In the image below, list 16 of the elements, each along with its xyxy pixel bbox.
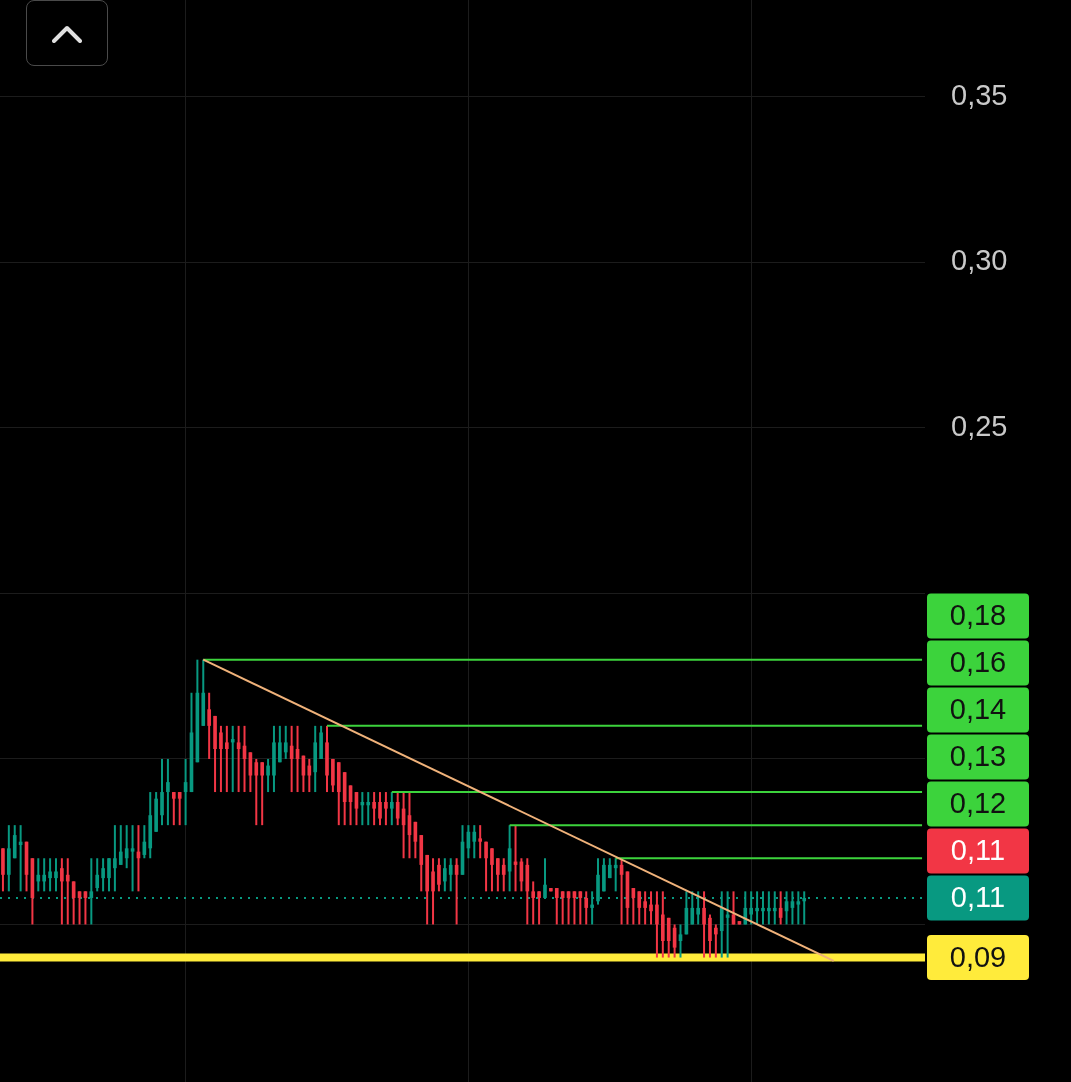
y-tick-label: 0,30 bbox=[951, 244, 1008, 277]
y-tick-label: 0,25 bbox=[951, 409, 1008, 442]
series-label: 0,18 bbox=[949, 598, 1007, 631]
legend-label: 0,13 bbox=[949, 739, 1007, 772]
candlestick bbox=[65, 858, 70, 925]
candlestick bbox=[767, 891, 771, 925]
legend-label: 0,16 bbox=[949, 645, 1007, 678]
candlestick bbox=[130, 825, 135, 892]
legend-label: 0,12 bbox=[949, 786, 1007, 819]
candlestick bbox=[230, 725, 235, 793]
ref-line-label: 0,11 bbox=[950, 880, 1006, 913]
ref-line-label: 0,09 bbox=[949, 940, 1007, 973]
candlestick bbox=[366, 792, 371, 826]
y-tick-label: 0,35 bbox=[951, 78, 1008, 111]
text: 0,11 bbox=[950, 833, 1006, 866]
legend-label: 0,14 bbox=[949, 692, 1007, 725]
